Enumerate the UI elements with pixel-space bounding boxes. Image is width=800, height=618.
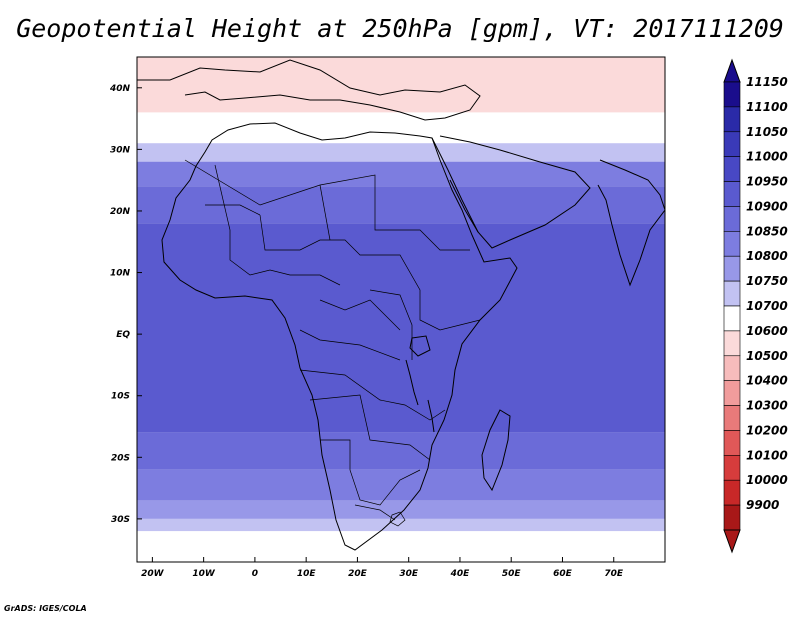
red-sea-coast xyxy=(431,137,479,233)
lat-label: EQ xyxy=(116,330,130,340)
colorbar-swatch xyxy=(723,380,741,406)
colorbar-label: 10400 xyxy=(746,374,788,388)
colorbar-swatch xyxy=(723,479,741,506)
credit-label: GrADS: IGES/COLA xyxy=(4,604,87,613)
field-band-0 xyxy=(137,57,665,113)
lake-victoria xyxy=(409,335,431,357)
lon-label: 20W xyxy=(141,569,165,579)
map-frame xyxy=(136,56,666,563)
lon-label: 30E xyxy=(399,569,419,579)
longitude-labels: 20W 10W 0 10E 20E 30E 40E 50E 60E 70E xyxy=(141,557,624,579)
lon-label: 10E xyxy=(297,569,317,579)
lon-label: 0 xyxy=(252,569,258,579)
colorbar-label: 10700 xyxy=(746,299,788,313)
colorbar-label: 10100 xyxy=(746,448,788,462)
map-title: Geopotential Height at 250hPa [gpm], VT:… xyxy=(16,14,784,43)
colorbar-label: 11150 xyxy=(746,75,788,89)
colorbar-swatch xyxy=(723,206,741,232)
colorbar-swatch xyxy=(723,355,741,381)
field-band-1 xyxy=(137,112,665,144)
madagascar-coastline xyxy=(481,409,511,492)
colorbar-label: 10600 xyxy=(746,324,788,338)
africa-coastline xyxy=(161,122,518,551)
india-coastline xyxy=(597,159,665,287)
lesotho-border xyxy=(389,511,406,527)
field-band-5 xyxy=(137,223,665,433)
colorbar-label: 11000 xyxy=(746,150,788,164)
colorbar-swatch xyxy=(723,81,741,108)
colorbar-swatch xyxy=(723,181,741,207)
field-band-10 xyxy=(137,531,665,562)
lat-label: 20N xyxy=(110,207,131,217)
colorbar-label: 10000 xyxy=(746,473,788,487)
colorbar-label: 10850 xyxy=(746,224,788,238)
colorbar-label: 9900 xyxy=(746,498,779,512)
colorbar-swatch xyxy=(723,455,741,481)
colorbar-label: 10300 xyxy=(746,399,788,413)
colorbar-top-arrow xyxy=(723,58,741,83)
colorbar-swatch xyxy=(723,504,741,531)
colorbar-label: 10200 xyxy=(746,423,788,437)
field-band-9 xyxy=(137,518,665,532)
colorbar-swatch xyxy=(723,430,741,456)
lon-label: 20E xyxy=(348,569,368,579)
field-band-8 xyxy=(137,500,665,519)
lat-label: 30N xyxy=(110,145,131,155)
colorbar-swatch xyxy=(723,156,741,182)
lake-tanganyika xyxy=(405,359,419,406)
colorbar-swatch xyxy=(723,330,741,357)
lon-label: 70E xyxy=(604,569,624,579)
colorbar-swatch xyxy=(723,280,741,307)
colorbar-label: 11100 xyxy=(746,100,788,114)
colorbar-label: 10950 xyxy=(746,175,788,189)
colorbar-bottom-arrow xyxy=(723,529,741,554)
lat-label: 40N xyxy=(109,84,131,94)
field-band-7 xyxy=(137,469,665,501)
field-band-3 xyxy=(137,161,665,187)
coastlines xyxy=(137,59,665,551)
lat-label: 20S xyxy=(111,453,130,463)
colorbar-swatch xyxy=(723,106,741,133)
field-band-6 xyxy=(137,432,665,470)
lon-label: 60E xyxy=(553,569,573,579)
lon-label: 50E xyxy=(502,569,522,579)
lake-malawi xyxy=(427,399,435,433)
colorbar-label: 10750 xyxy=(746,274,788,288)
colorbar-swatch xyxy=(723,131,741,157)
country-borders xyxy=(184,159,481,527)
europe-coastline xyxy=(137,59,481,121)
lat-label: 10S xyxy=(111,392,130,402)
lat-label: 10N xyxy=(110,269,131,279)
height-field xyxy=(137,57,665,562)
lon-label: 10W xyxy=(192,569,216,579)
field-band-2 xyxy=(137,143,665,162)
latitude-labels: 40N 30N 20N 10N EQ 10S 20S 30S xyxy=(109,84,142,525)
colorbar-label: 10800 xyxy=(746,249,788,263)
colorbar-swatch xyxy=(723,405,741,431)
colorbar-label: 11050 xyxy=(746,125,788,139)
colorbar-label: 10900 xyxy=(746,199,788,213)
border-lines xyxy=(184,159,481,521)
lon-label: 40E xyxy=(450,569,471,579)
colorbar-swatch xyxy=(723,231,741,257)
lat-label: 30S xyxy=(111,515,130,525)
colorbar-label: 10500 xyxy=(746,349,788,363)
colorbar-swatch xyxy=(723,255,741,282)
colorbar: 11150 11100 11050 11000 10950 10900 10850 10800… xyxy=(723,58,788,554)
colorbar-swatch xyxy=(723,305,741,332)
